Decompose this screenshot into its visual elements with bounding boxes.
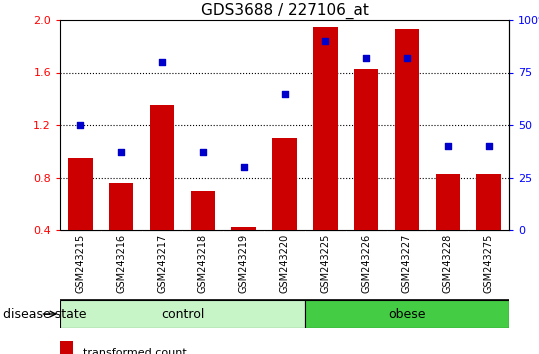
Bar xyxy=(191,190,215,230)
Point xyxy=(239,164,248,170)
Bar xyxy=(60,300,305,328)
Bar xyxy=(354,69,378,230)
Text: GSM243218: GSM243218 xyxy=(198,234,208,293)
Text: GSM243226: GSM243226 xyxy=(361,234,371,293)
Text: GSM243220: GSM243220 xyxy=(280,234,289,293)
Point xyxy=(484,143,493,149)
Bar xyxy=(305,300,509,328)
Text: GSM243275: GSM243275 xyxy=(483,234,494,293)
Bar xyxy=(150,105,174,230)
Text: GSM243219: GSM243219 xyxy=(239,234,248,293)
Point xyxy=(362,55,370,61)
Title: GDS3688 / 227106_at: GDS3688 / 227106_at xyxy=(201,2,369,19)
Bar xyxy=(60,342,73,354)
Text: obese: obese xyxy=(388,308,426,320)
Text: GSM243216: GSM243216 xyxy=(116,234,126,293)
Point xyxy=(76,122,85,128)
Text: GSM243228: GSM243228 xyxy=(443,234,453,293)
Point xyxy=(280,91,289,96)
Text: transformed count: transformed count xyxy=(82,348,186,354)
Bar xyxy=(476,173,501,230)
Bar xyxy=(231,227,256,230)
Bar xyxy=(313,27,337,230)
Bar xyxy=(68,158,93,230)
Text: GSM243227: GSM243227 xyxy=(402,234,412,293)
Bar xyxy=(436,173,460,230)
Point xyxy=(403,55,411,61)
Bar xyxy=(395,29,419,230)
Text: GSM243225: GSM243225 xyxy=(320,234,330,293)
Bar xyxy=(109,183,134,230)
Bar xyxy=(272,138,297,230)
Point xyxy=(198,149,207,155)
Point xyxy=(158,59,167,65)
Point xyxy=(321,38,330,44)
Point xyxy=(444,143,452,149)
Text: GSM243217: GSM243217 xyxy=(157,234,167,293)
Text: GSM243215: GSM243215 xyxy=(75,234,85,293)
Text: control: control xyxy=(161,308,204,320)
Text: disease state: disease state xyxy=(3,308,86,320)
Point xyxy=(117,149,126,155)
